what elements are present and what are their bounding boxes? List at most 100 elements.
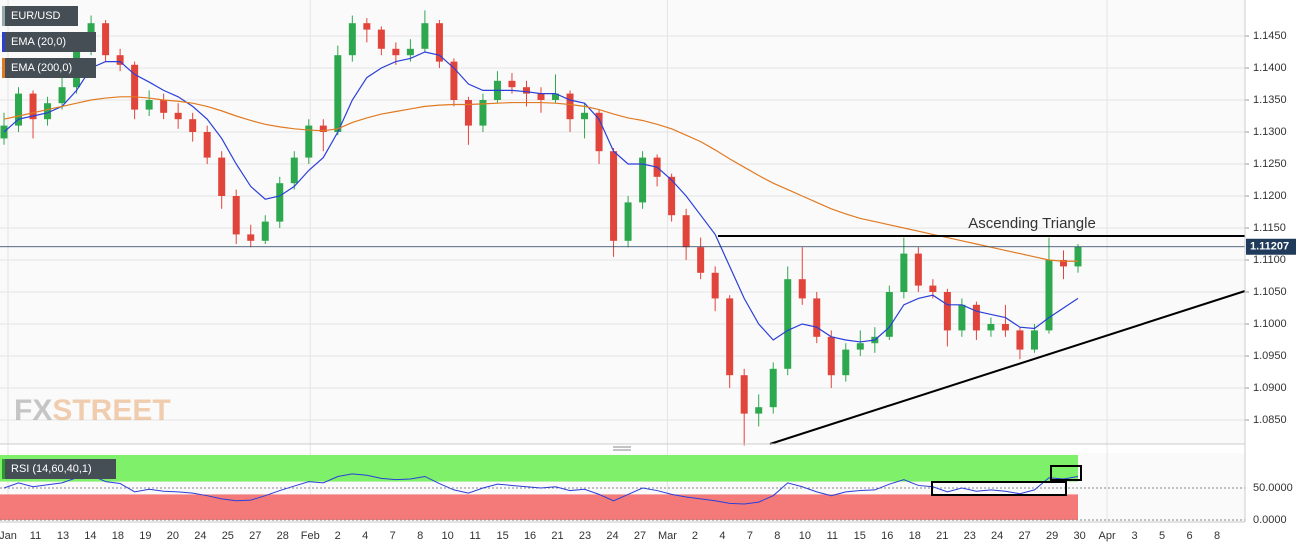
legend-label: EMA (20,0) bbox=[11, 36, 66, 48]
x-tick-label: 2 bbox=[335, 530, 341, 542]
x-tick-label: 14 bbox=[84, 530, 96, 542]
candle-body bbox=[348, 23, 356, 56]
x-tick-label: 30 bbox=[1073, 530, 1085, 542]
candle-body bbox=[1059, 260, 1067, 267]
last-price-box bbox=[1246, 238, 1296, 255]
x-tick-label: 27 bbox=[249, 530, 261, 542]
candle-body bbox=[29, 93, 37, 120]
candle-body bbox=[595, 112, 603, 152]
x-tick-label: 19 bbox=[139, 530, 151, 542]
candle-body bbox=[305, 125, 313, 158]
x-tick-label: 5 bbox=[1159, 530, 1165, 542]
candle-body bbox=[131, 64, 139, 110]
candle-body bbox=[900, 253, 908, 292]
candle-body bbox=[624, 202, 632, 241]
x-tick-label: 11 bbox=[30, 530, 41, 542]
rsi-label: RSI (14,60,40,1) bbox=[11, 463, 92, 475]
candle-body bbox=[929, 285, 937, 292]
legend-box bbox=[2, 58, 96, 78]
candle-body bbox=[610, 151, 618, 241]
rsi-lower-band bbox=[0, 494, 1078, 520]
x-tick-label: 23 bbox=[579, 530, 591, 542]
y-tick-label: 1.1200 bbox=[1253, 190, 1287, 202]
plot-area bbox=[0, 0, 1245, 444]
candle-body bbox=[987, 324, 995, 331]
x-tick-label: 11 bbox=[469, 530, 480, 542]
candle-body bbox=[160, 100, 168, 113]
x-tick-label: 18 bbox=[909, 530, 921, 542]
candle-body bbox=[261, 221, 269, 241]
candle-body bbox=[552, 93, 560, 100]
legend-box bbox=[2, 6, 78, 26]
splitter-handle[interactable] bbox=[613, 446, 631, 451]
y-tick-label: 1.1400 bbox=[1253, 62, 1287, 74]
candle-body bbox=[435, 23, 443, 62]
candle-body bbox=[189, 119, 197, 132]
candle-body bbox=[668, 176, 676, 216]
candle-body bbox=[784, 279, 792, 369]
watermark-suffix: STREET bbox=[52, 394, 170, 427]
x-tick-label: 27 bbox=[1019, 530, 1031, 542]
candle-body bbox=[914, 253, 922, 286]
rsi-legend-box bbox=[2, 459, 116, 479]
candle-body bbox=[1016, 330, 1024, 350]
candle-body bbox=[392, 48, 400, 56]
x-tick-label: 15 bbox=[854, 530, 866, 542]
x-tick-label: 7 bbox=[747, 530, 753, 542]
candle-body bbox=[885, 292, 893, 337]
x-tick-label: 11 bbox=[827, 530, 838, 542]
x-tick-label: Apr bbox=[1099, 530, 1116, 542]
candle-body bbox=[842, 349, 850, 376]
candle-body bbox=[145, 100, 153, 110]
symbol-label: EUR/USD bbox=[11, 10, 61, 22]
ema-line bbox=[3, 96, 1078, 262]
legend-swatch bbox=[2, 6, 5, 26]
x-tick-label: 16 bbox=[524, 530, 536, 542]
candle-body bbox=[726, 298, 734, 376]
candle-body bbox=[508, 80, 516, 88]
y-tick-label: 0.0000 bbox=[1253, 514, 1287, 526]
y-tick-label: 1.0900 bbox=[1253, 382, 1287, 394]
candle-body bbox=[566, 93, 574, 120]
x-tick-label: 10 bbox=[799, 530, 811, 542]
candle-body bbox=[769, 368, 777, 408]
candle-body bbox=[450, 61, 458, 100]
candle-body bbox=[174, 112, 182, 120]
candle-body bbox=[856, 343, 864, 350]
legend-label: EMA (200,0) bbox=[11, 62, 72, 74]
candle-body bbox=[203, 132, 211, 158]
candle-body bbox=[682, 215, 690, 248]
candle-body bbox=[697, 247, 705, 273]
x-tick-label: 21 bbox=[936, 530, 948, 542]
support-line bbox=[769, 290, 1246, 445]
last-price-label: 1.11207 bbox=[1250, 241, 1289, 253]
candle-body bbox=[958, 304, 966, 331]
y-tick-label: 1.1000 bbox=[1253, 318, 1287, 330]
x-tick-label: Mar bbox=[658, 530, 677, 542]
x-tick-label: 15 bbox=[496, 530, 508, 542]
candle-body bbox=[15, 93, 23, 126]
candle-body bbox=[116, 55, 124, 65]
x-tick-label: 27 bbox=[634, 530, 646, 542]
candle-body bbox=[1074, 246, 1082, 267]
ema-line bbox=[3, 51, 1079, 343]
candle-body bbox=[58, 87, 66, 104]
x-tick-label: 24 bbox=[991, 530, 1003, 542]
candle-body bbox=[363, 23, 371, 30]
x-tick-label: 28 bbox=[277, 530, 289, 542]
rsi-line bbox=[3, 473, 1079, 505]
candle-body bbox=[102, 23, 110, 56]
candle-body bbox=[276, 183, 284, 222]
y-tick-label: 50.0000 bbox=[1253, 482, 1293, 494]
x-tick-label: 24 bbox=[606, 530, 618, 542]
y-tick-label: 1.0850 bbox=[1253, 414, 1287, 426]
rsi-upper-band bbox=[0, 455, 1078, 482]
candle-body bbox=[1001, 324, 1009, 331]
candle-body bbox=[421, 23, 429, 49]
x-tick-label: 4 bbox=[719, 530, 725, 542]
candle-body bbox=[522, 87, 530, 94]
x-tick-label: 25 bbox=[222, 530, 234, 542]
x-tick-label: Jan bbox=[0, 530, 17, 542]
annotation: Ascending Triangle bbox=[968, 215, 1096, 232]
